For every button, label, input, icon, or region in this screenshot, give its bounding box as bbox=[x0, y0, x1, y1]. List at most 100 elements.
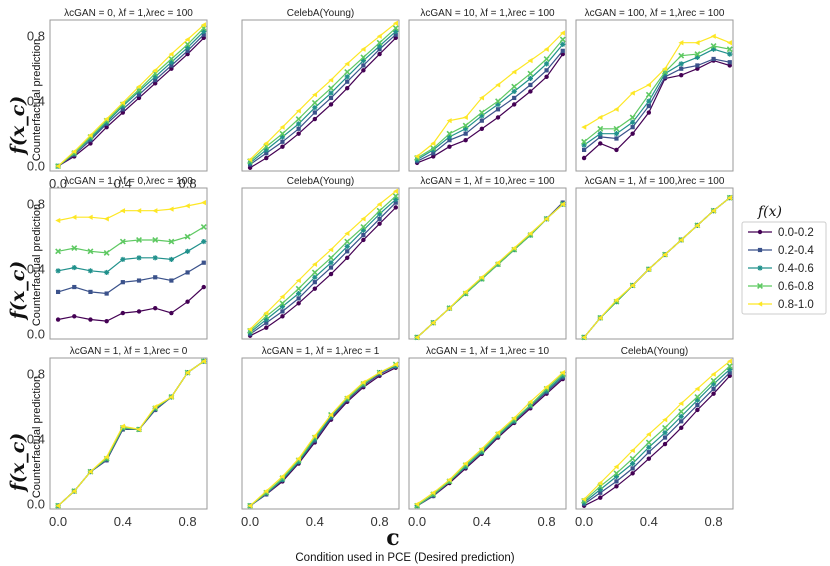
data-point bbox=[87, 214, 93, 220]
panel-frame bbox=[49, 187, 208, 340]
panel-2: CelebA(Young) bbox=[241, 8, 400, 172]
data-point bbox=[646, 266, 652, 272]
data-point bbox=[361, 237, 366, 243]
data-point bbox=[344, 61, 350, 67]
data-point bbox=[344, 243, 350, 250]
data-point bbox=[694, 51, 701, 58]
data-point bbox=[431, 151, 436, 156]
legend-label: 0.6-0.8 bbox=[778, 281, 814, 293]
data-point bbox=[328, 102, 334, 107]
data-point bbox=[72, 314, 77, 319]
data-point bbox=[678, 408, 685, 415]
data-point bbox=[710, 43, 717, 49]
data-point bbox=[200, 224, 207, 230]
data-point bbox=[662, 430, 668, 436]
data-point bbox=[646, 82, 652, 88]
panel-title: CelebA(Young) bbox=[287, 8, 354, 19]
data-point bbox=[264, 325, 269, 330]
data-point bbox=[511, 245, 517, 251]
data-point bbox=[263, 316, 269, 323]
data-point bbox=[87, 248, 94, 255]
x-tick-label: 0.0 bbox=[575, 514, 593, 529]
data-point bbox=[679, 66, 684, 71]
data-point bbox=[152, 404, 158, 410]
data-point bbox=[152, 236, 159, 243]
data-point bbox=[103, 454, 109, 460]
data-point bbox=[55, 248, 62, 255]
data-point bbox=[678, 61, 684, 67]
data-point bbox=[710, 33, 716, 39]
data-point bbox=[629, 447, 635, 454]
panel-title: λcGAN = 1, λf = 1,λrec = 0 bbox=[70, 346, 188, 357]
data-point bbox=[446, 305, 452, 311]
series-line-0.0-0.2 bbox=[583, 59, 730, 159]
data-point bbox=[296, 296, 301, 301]
data-point bbox=[311, 99, 318, 106]
data-point bbox=[393, 200, 398, 205]
data-point bbox=[447, 138, 452, 143]
data-point bbox=[377, 216, 382, 221]
series-line-0.6-0.8 bbox=[583, 365, 731, 502]
data-point bbox=[414, 501, 420, 507]
data-point bbox=[662, 251, 668, 258]
data-point bbox=[168, 59, 174, 65]
data-point bbox=[247, 157, 253, 163]
data-point bbox=[431, 154, 436, 159]
panel-title: λcGAN = 100, λf = 1,λrec = 100 bbox=[585, 8, 725, 19]
data-point bbox=[295, 108, 301, 114]
data-point bbox=[328, 90, 334, 96]
data-point bbox=[311, 269, 318, 276]
data-point bbox=[462, 289, 468, 295]
data-point bbox=[695, 66, 700, 71]
data-point bbox=[495, 98, 501, 105]
panel-11: λcGAN = 1, λf = 1,λrec = 10 0.0 0.4 0.8 bbox=[408, 346, 567, 529]
data-point bbox=[711, 386, 716, 391]
data-point bbox=[136, 208, 142, 214]
data-point bbox=[169, 66, 174, 71]
data-point bbox=[414, 334, 420, 340]
data-point bbox=[247, 165, 253, 170]
data-point bbox=[393, 363, 399, 369]
data-point bbox=[392, 361, 398, 368]
data-point bbox=[479, 113, 485, 119]
data-point bbox=[495, 82, 501, 88]
y-label-math-row1: f(x_c) bbox=[7, 96, 29, 157]
panel-grid: λcGAN = 0, λf = 1,λrec = 100 0.0 0.4 0.8 0.0… bbox=[27, 8, 734, 529]
data-point bbox=[120, 423, 126, 429]
data-point bbox=[279, 124, 285, 130]
data-point bbox=[646, 450, 651, 455]
data-point bbox=[344, 394, 350, 400]
data-point bbox=[71, 488, 77, 494]
data-point bbox=[247, 329, 253, 336]
data-point bbox=[463, 131, 468, 136]
data-point bbox=[694, 222, 700, 228]
data-point bbox=[201, 238, 207, 245]
x-tick-label: 0.4 bbox=[114, 514, 132, 529]
series-line-0.4-0.6 bbox=[583, 48, 730, 146]
data-point bbox=[695, 63, 700, 68]
data-point bbox=[727, 60, 732, 65]
data-point bbox=[678, 413, 684, 420]
data-point bbox=[201, 35, 206, 41]
data-point bbox=[279, 473, 285, 480]
series-line-0.8-1.0 bbox=[416, 372, 564, 505]
series-line-0.6-0.8 bbox=[416, 39, 564, 159]
series-line-0.6-0.8 bbox=[57, 27, 205, 167]
data-point bbox=[136, 255, 142, 261]
data-point bbox=[528, 82, 533, 88]
data-point bbox=[726, 363, 733, 370]
data-point bbox=[711, 56, 716, 62]
legend-label: 0.2-0.4 bbox=[778, 245, 814, 257]
legend-title: f(x) bbox=[757, 204, 782, 220]
data-point bbox=[678, 52, 685, 59]
y-tick-label: 0.4 bbox=[27, 262, 45, 277]
x-tick-label: 0.4 bbox=[473, 514, 491, 529]
y-label-math-row3: f(x_c) bbox=[7, 433, 29, 494]
panel-title: λcGAN = 1, λf = 10,λrec = 100 bbox=[420, 176, 555, 187]
data-point bbox=[543, 387, 550, 394]
data-point bbox=[511, 69, 517, 75]
data-point bbox=[646, 98, 652, 104]
data-point bbox=[527, 230, 533, 237]
data-point bbox=[694, 54, 700, 60]
series-line-0.8-1.0 bbox=[57, 360, 205, 507]
